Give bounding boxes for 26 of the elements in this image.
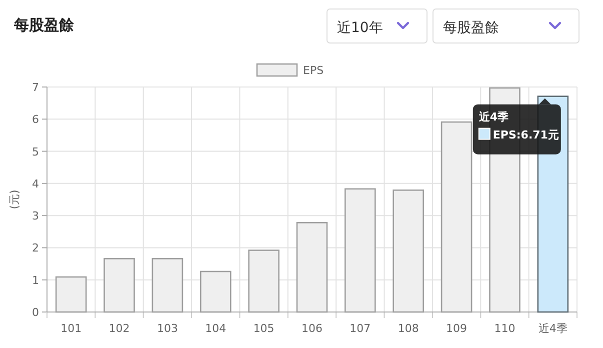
y-tick-label: 4 <box>32 177 39 190</box>
y-tick-label: 7 <box>32 81 39 94</box>
y-tick-label: 3 <box>32 210 39 223</box>
x-tick-label: 104 <box>205 322 226 335</box>
y-tick-label: 2 <box>32 242 39 255</box>
x-tick-label: 102 <box>108 322 130 335</box>
x-tick-label: 105 <box>253 322 274 335</box>
annotation: 近4季 <box>478 110 510 124</box>
legend: EPS <box>256 63 324 77</box>
y-tick-label: 6 <box>32 113 39 126</box>
x-tick-label: 110 <box>494 322 516 335</box>
x-tick-label: 107 <box>350 322 371 335</box>
x-tick-label: 101 <box>60 322 82 335</box>
tooltip: 近4季 EPS:6.71元 <box>472 98 561 154</box>
y-tick-label: 0 <box>32 306 39 319</box>
x-tick-label: 103 <box>156 322 178 335</box>
annotation: EPS:6.71元 <box>492 128 559 142</box>
y-tick-label: 1 <box>32 274 39 287</box>
x-tick-label: 108 <box>398 322 419 335</box>
y-tick-label: 5 <box>32 145 39 158</box>
title: 每股盈餘 <box>14 16 74 34</box>
x-tick-label: 近4季 <box>538 322 568 335</box>
y-axis-title: (元) <box>8 190 21 210</box>
x-tick-label: 106 <box>302 322 322 335</box>
legend-label: EPS <box>303 64 324 77</box>
x-tick-label: 109 <box>446 322 468 335</box>
